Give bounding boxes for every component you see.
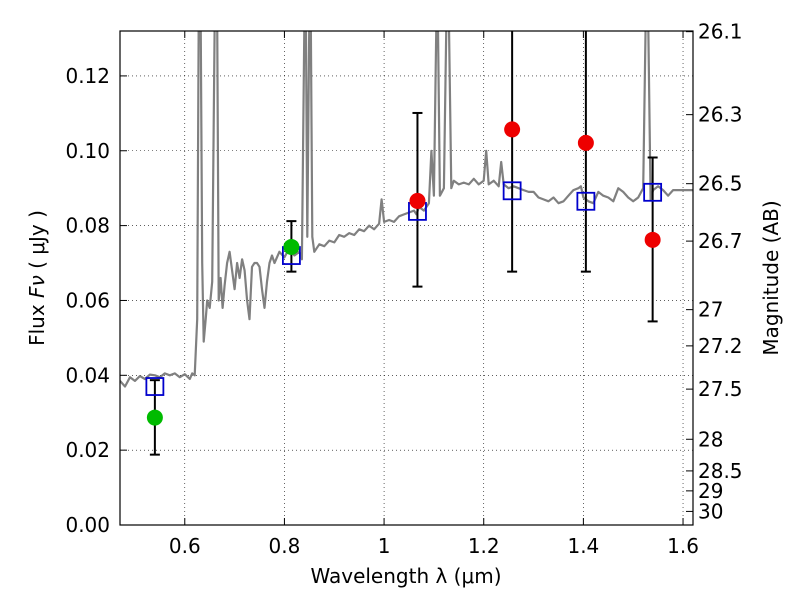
errorbar-layer — [149, 31, 658, 456]
magnitude-tick-label: 28 — [698, 427, 723, 451]
y-tick-label: 0.08 — [65, 214, 110, 238]
x-tick-label: 0.6 — [169, 534, 201, 558]
magnitude-tick-label: 26.1 — [698, 20, 743, 44]
model-spectrum-line — [120, 31, 693, 388]
grid — [120, 31, 693, 526]
observed-photometry-point — [409, 192, 426, 209]
observed-photometry-point — [644, 231, 661, 248]
observed-photometry-point — [577, 134, 594, 151]
y-tick-label: 0.00 — [65, 513, 110, 537]
y-tick-label: 0.10 — [65, 139, 110, 163]
observed-photometry-layer — [146, 121, 661, 426]
spectrum-layer — [120, 31, 693, 388]
magnitude-tick-label: 28.5 — [698, 459, 743, 483]
x-tick-label: 1.4 — [567, 534, 599, 558]
model-photometry-square — [643, 182, 663, 202]
model-photometry-square — [576, 191, 596, 211]
y-axis-label-suffix: ( μJy ) — [25, 210, 49, 275]
observed-photometry-point — [283, 238, 300, 255]
plot-frame — [119, 30, 694, 526]
magnitude-tick-label: 26.7 — [698, 229, 743, 253]
observed-photometry-point — [504, 121, 521, 138]
y-axis-label-symbol: Fν — [25, 275, 49, 298]
magnitude-tick-label: 26.5 — [698, 172, 743, 196]
model-photometry-square — [145, 377, 165, 396]
x-tick-label: 1.2 — [468, 534, 500, 558]
y-tick-label: 0.12 — [65, 64, 110, 88]
x-axis-ticks: 0.6 0.8 1 1.2 1.4 1.6 — [169, 31, 699, 558]
magnitude-tick-label: 29 — [698, 479, 723, 503]
x-tick-label: 1 — [378, 534, 391, 558]
magnitude-tick-label: 30 — [698, 499, 723, 523]
magnitude-tick-label: 27 — [698, 298, 723, 322]
y-axis-ticks: 0.00 0.02 0.04 0.06 0.08 0.10 0.12 — [65, 64, 127, 537]
magnitude-tick-label: 27.2 — [698, 334, 743, 358]
y-axis-label-prefix: Flux — [25, 298, 49, 346]
magnitude-axis-label: Magnitude (AB) — [759, 200, 783, 355]
magnitude-tick-label: 27.5 — [698, 377, 743, 401]
y-tick-label: 0.02 — [65, 438, 110, 462]
y-tick-label: 0.04 — [65, 363, 110, 387]
observed-photometry-point — [146, 409, 163, 426]
x-tick-label: 1.6 — [667, 534, 699, 558]
y-tick-label: 0.06 — [65, 288, 110, 312]
magnitude-tick-label: 26.3 — [698, 103, 743, 127]
x-axis-label: Wavelength λ (μm) — [310, 564, 501, 588]
x-tick-label: 0.8 — [269, 534, 301, 558]
y-axis-label: Flux Fν ( μJy ) — [25, 210, 49, 346]
model-photometry-square — [502, 181, 522, 201]
